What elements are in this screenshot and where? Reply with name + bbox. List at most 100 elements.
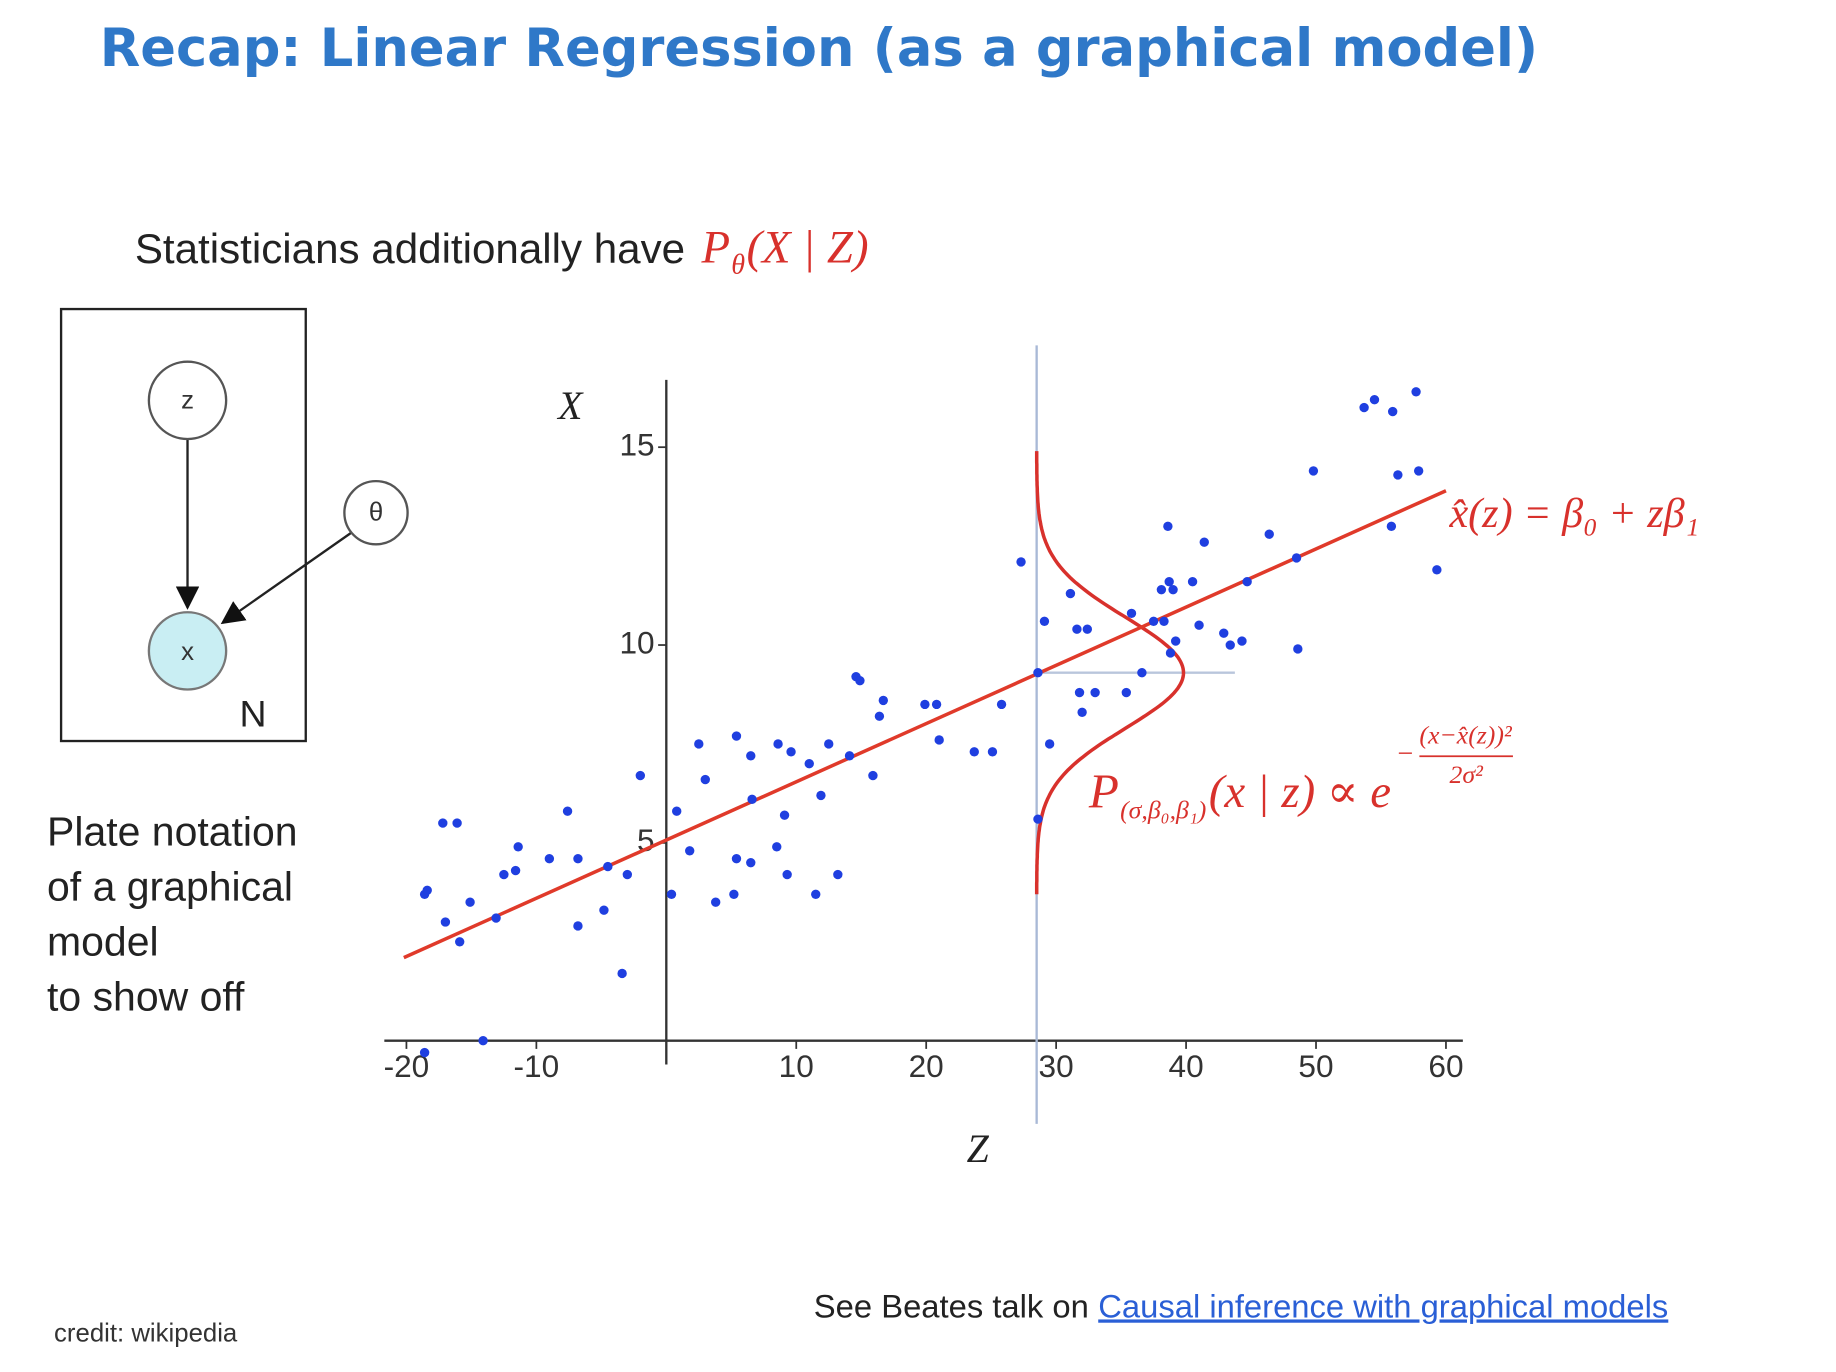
point — [1121, 687, 1131, 698]
point — [746, 857, 756, 868]
point — [1432, 565, 1442, 575]
likelihood-main: P — [1088, 763, 1119, 818]
point — [731, 854, 742, 864]
point — [573, 854, 583, 864]
point — [868, 770, 878, 781]
point — [931, 699, 942, 710]
point — [1393, 470, 1403, 480]
point — [747, 794, 757, 805]
fit-equation: x̂(z) = β₀ + zβ₁ — [1448, 490, 1699, 537]
point — [1137, 668, 1147, 678]
point — [1039, 616, 1050, 626]
x-tick-label: 10 — [779, 1048, 814, 1084]
footer-text: See Beates talk on — [814, 1287, 1089, 1324]
point — [1159, 616, 1169, 626]
x-tick-label: 30 — [1039, 1048, 1074, 1084]
likelihood-sub: (σ,β₀,β₁) — [1120, 795, 1206, 824]
point — [1171, 636, 1181, 646]
point — [1082, 624, 1093, 634]
point — [1164, 577, 1174, 587]
point — [855, 675, 865, 686]
point — [816, 790, 826, 801]
point — [1242, 577, 1252, 587]
point — [772, 842, 782, 852]
point — [1237, 636, 1247, 646]
point — [811, 889, 821, 899]
point — [1168, 584, 1178, 595]
node-label: θ — [369, 499, 383, 527]
y-tick-label: 5 — [637, 822, 655, 858]
point — [513, 842, 523, 852]
likelihood-rest: (x | z) ∝ e — [1209, 766, 1391, 818]
point — [510, 865, 521, 876]
point — [824, 739, 834, 749]
footer-link[interactable]: Causal inference with graphical models — [1098, 1287, 1668, 1324]
point — [1072, 624, 1082, 634]
subtitle: Statisticians additionally have — [135, 225, 685, 272]
point — [1016, 557, 1026, 567]
node — [147, 611, 228, 691]
point — [1033, 814, 1043, 824]
point — [491, 913, 501, 923]
point — [622, 869, 633, 880]
point — [478, 1036, 488, 1046]
x-axis-label: Z — [967, 1127, 990, 1171]
subtitle-formula-rest: (X | Z) — [746, 221, 868, 273]
point — [934, 735, 944, 745]
point — [685, 846, 695, 856]
point — [1148, 616, 1159, 626]
y-tick-label: 10 — [619, 624, 654, 660]
point — [700, 774, 710, 785]
point — [1077, 707, 1087, 717]
point — [573, 921, 583, 931]
plate-diagram: z θ x N — [59, 307, 409, 743]
point — [1044, 739, 1055, 749]
x-tick-label: 50 — [1298, 1048, 1333, 1084]
point — [562, 806, 573, 816]
fit-line — [403, 489, 1447, 960]
point — [844, 751, 855, 761]
point — [1065, 588, 1076, 599]
point — [773, 739, 783, 749]
point — [599, 905, 609, 915]
point — [1199, 537, 1209, 547]
point — [1165, 648, 1176, 658]
point — [635, 770, 646, 781]
point — [1308, 466, 1319, 476]
point — [422, 885, 432, 896]
point — [1386, 521, 1397, 532]
plate-label: N — [240, 692, 267, 734]
point — [1291, 553, 1302, 563]
likelihood-numerator: (x−x̂(z))² — [1419, 720, 1513, 749]
x-tick-label: -10 — [514, 1048, 560, 1084]
likelihood-denominator: 2σ² — [1450, 760, 1485, 789]
point — [731, 731, 742, 741]
caption-line: model — [47, 919, 159, 965]
x-tick-label: 20 — [909, 1048, 944, 1084]
point — [617, 968, 627, 979]
likelihood-minus: − — [1396, 739, 1415, 770]
point — [779, 810, 790, 820]
point — [452, 818, 462, 828]
subtitle-formula-sub: θ — [731, 249, 745, 280]
point — [694, 739, 704, 749]
point — [874, 711, 885, 721]
point — [1293, 644, 1303, 654]
point — [1194, 620, 1204, 630]
plate — [59, 307, 307, 743]
point — [746, 751, 756, 761]
y-axis-label: X — [556, 384, 584, 428]
point — [666, 889, 677, 899]
point — [419, 1047, 430, 1058]
point — [969, 747, 979, 757]
point — [499, 869, 509, 880]
point — [920, 699, 930, 710]
point — [1074, 687, 1085, 698]
point — [440, 917, 451, 927]
node — [147, 360, 228, 441]
point — [1413, 466, 1424, 476]
point — [1163, 521, 1173, 532]
point — [711, 897, 721, 907]
